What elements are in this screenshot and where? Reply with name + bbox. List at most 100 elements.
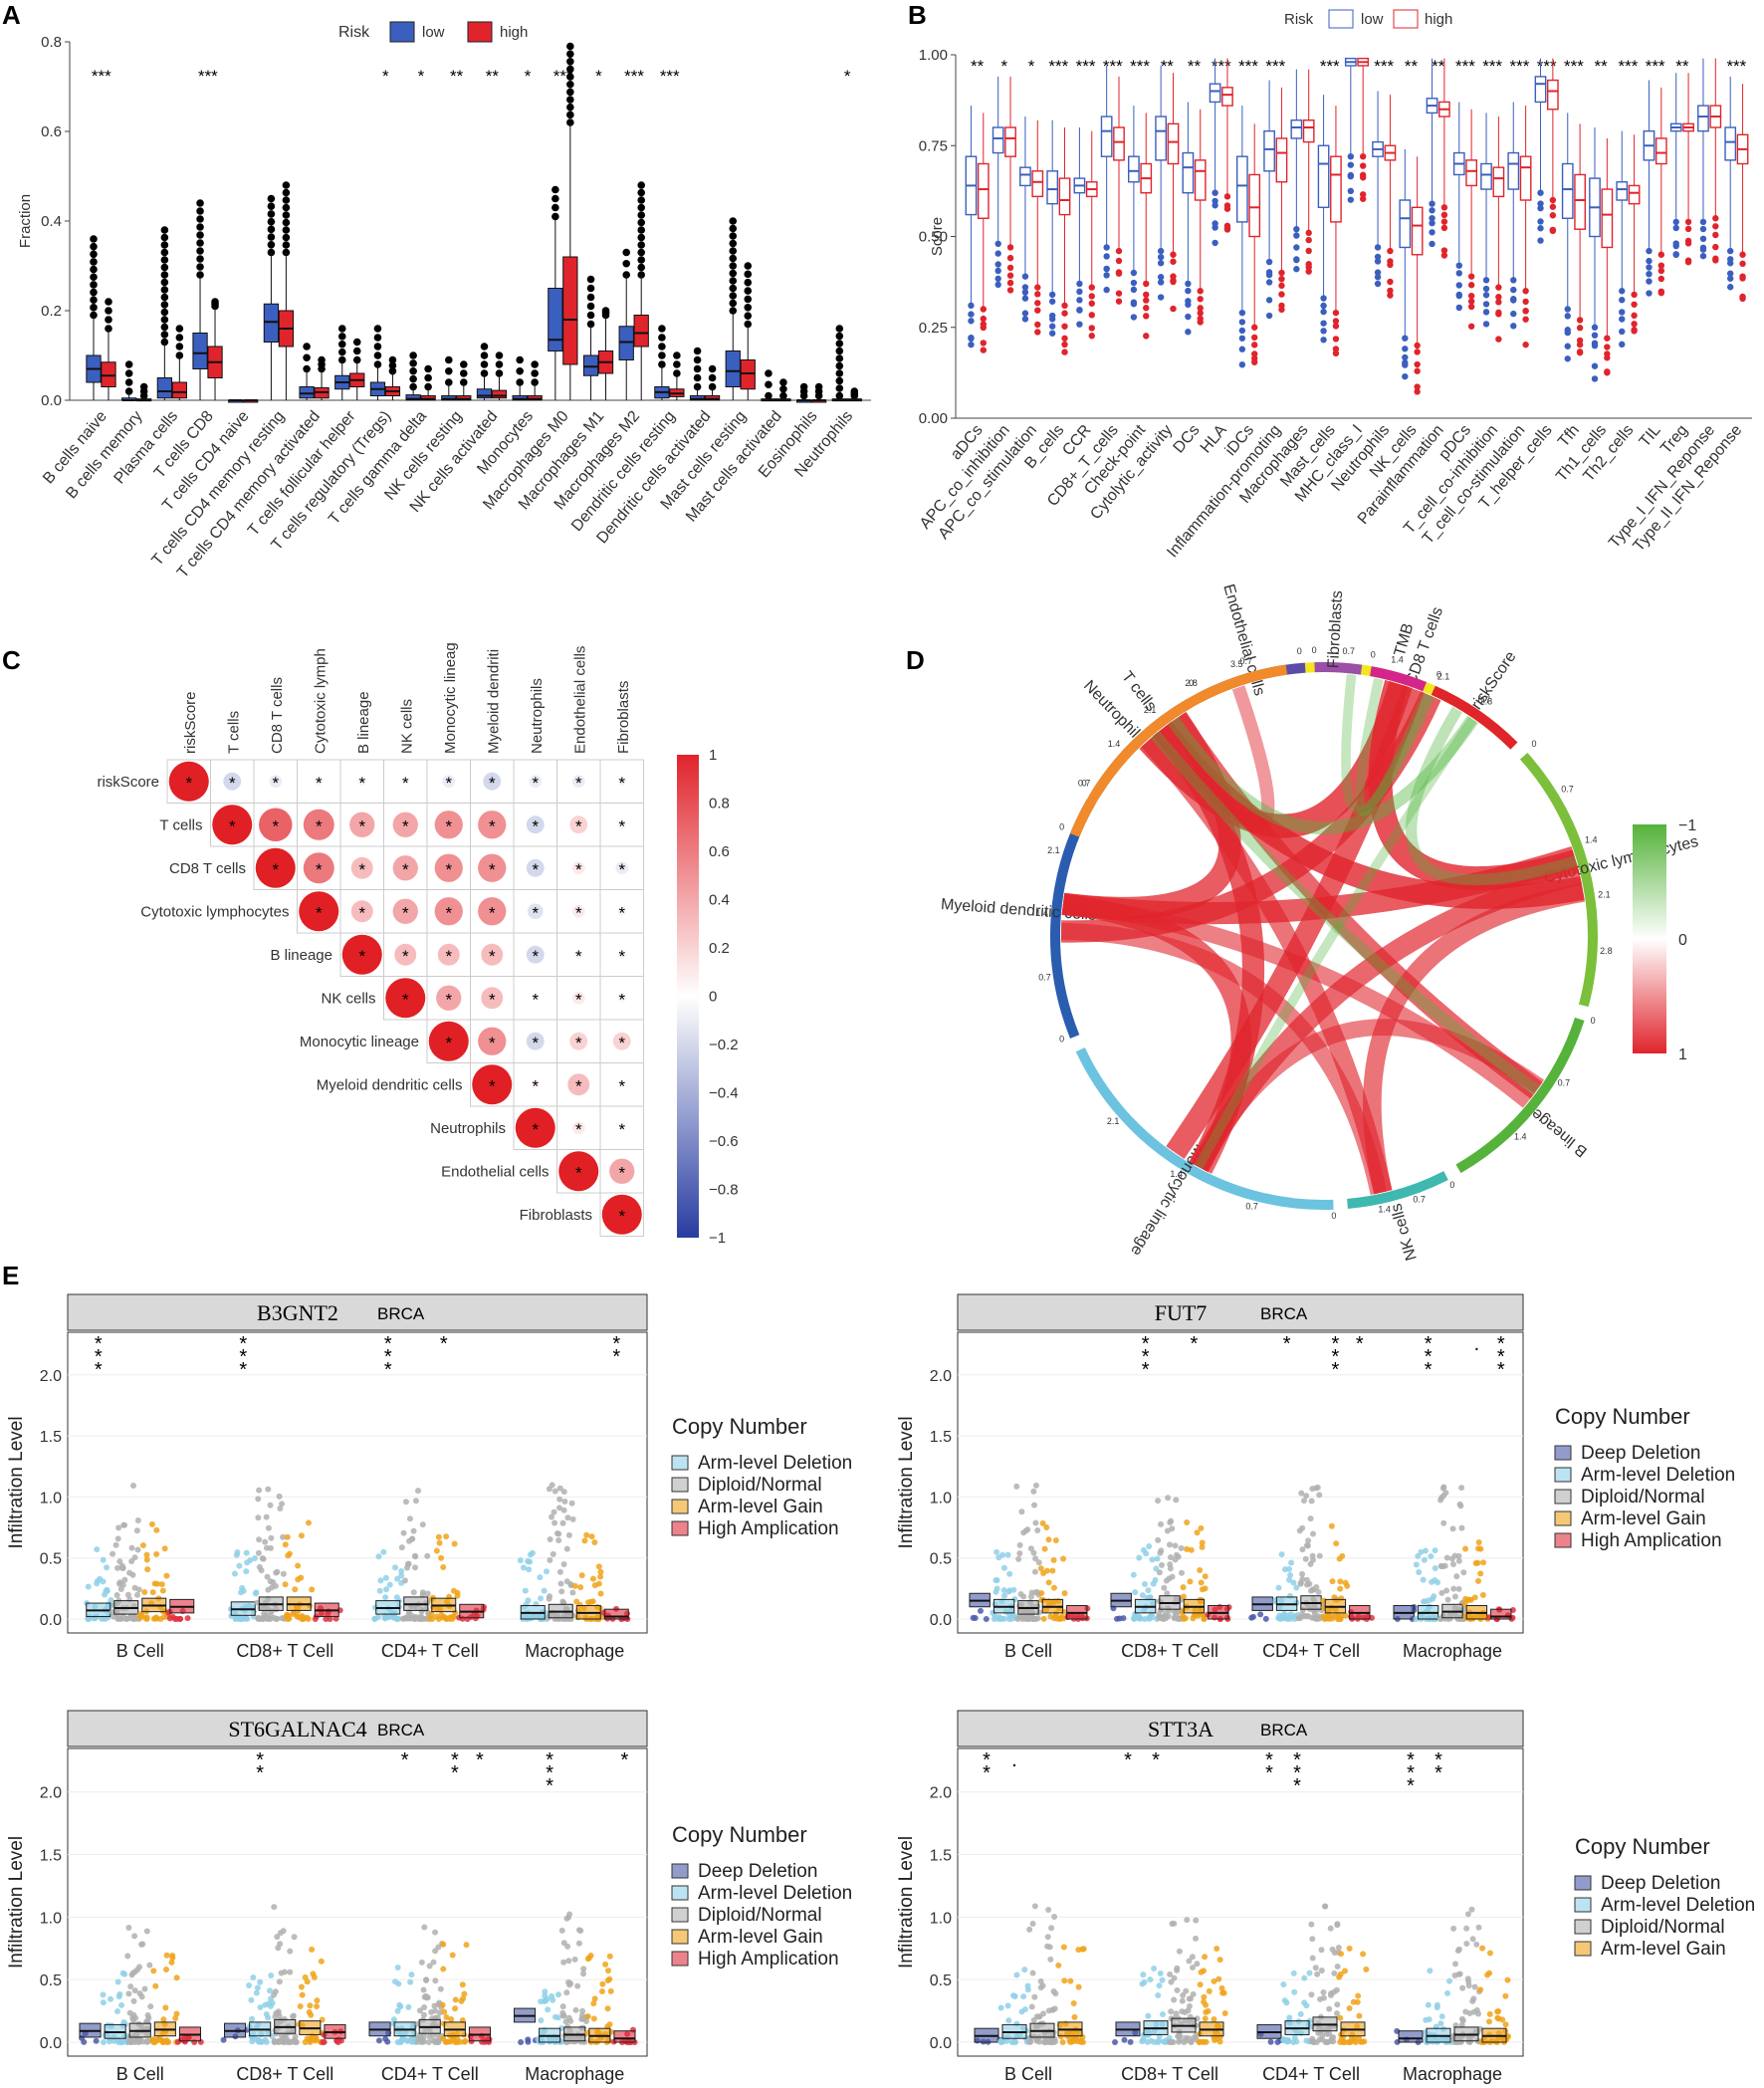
outlier-point [658, 325, 666, 333]
cancer-type: BRCA [1260, 1304, 1308, 1323]
data-point [547, 1593, 553, 1600]
outlier-point [1115, 290, 1123, 297]
legend-high-swatch [1393, 9, 1419, 29]
correlation-circle [168, 761, 209, 802]
correlation-circle [526, 815, 545, 834]
data-point [262, 2036, 269, 2043]
data-point [292, 2033, 299, 2040]
data-point [1049, 2006, 1056, 2013]
data-point [418, 1959, 425, 1966]
box-low [1616, 181, 1629, 201]
data-point [116, 1558, 123, 1565]
y-tick-label: 0.00 [919, 410, 948, 427]
x-tick-label: CD4+ T Cell [1262, 2064, 1360, 2084]
data-point [1212, 2036, 1218, 2043]
outlier-point [1591, 342, 1599, 349]
outlier-point [175, 325, 184, 333]
data-point [163, 1952, 170, 1959]
outlier-point [160, 301, 169, 309]
data-point [1356, 2012, 1363, 2019]
colorbar-tick-label: −0.2 [709, 1037, 739, 1053]
data-point [997, 2004, 1004, 2011]
outlier-point [105, 298, 112, 306]
outlier-point [196, 239, 204, 247]
significance-mark: * [546, 1762, 553, 1784]
data-point [250, 1973, 257, 1980]
significance-mark: * [612, 1333, 620, 1355]
data-point [1046, 2038, 1053, 2045]
outlier-point [1619, 328, 1626, 336]
data-point [1045, 1907, 1052, 1914]
data-point [983, 1615, 990, 1622]
outlier-point [708, 373, 717, 382]
chord-link [1150, 731, 1540, 1095]
outlier-point [551, 194, 559, 203]
outlier-point [1238, 346, 1246, 352]
outlier-point [1238, 319, 1246, 326]
data-point [139, 1541, 146, 1548]
outlier-point [1197, 296, 1204, 303]
outlier-point [282, 203, 291, 212]
data-point [568, 1500, 575, 1507]
data-point [376, 1587, 383, 1594]
y-axis-title: Infiltration Level [896, 1836, 917, 1969]
data-point [318, 1958, 325, 1965]
outlier-point [1048, 316, 1056, 323]
outlier-point [459, 369, 468, 377]
data-point [173, 2010, 180, 2017]
significance-mark: *** [1646, 57, 1665, 76]
data-point [577, 1584, 584, 1591]
outlier-point [282, 196, 291, 204]
box-high [1330, 155, 1342, 223]
data-point [1303, 2037, 1310, 2044]
sector-tick-label: 0.7 [1342, 646, 1355, 656]
data-point [255, 1514, 262, 1521]
strip-header [957, 1293, 1524, 1331]
data-point [1475, 1539, 1482, 1546]
outlier-point [373, 334, 382, 342]
outlier-point [196, 255, 204, 263]
outlier-point [282, 188, 291, 197]
sector-label: B lineage [1528, 1105, 1591, 1160]
outlier-point [1591, 324, 1599, 331]
outlier-point [835, 369, 844, 377]
data-point [1171, 1974, 1178, 1981]
data-point [1061, 1590, 1068, 1597]
data-point [1029, 1921, 1036, 1928]
significance-mark: * [1124, 1749, 1132, 1771]
outlier-point [566, 50, 574, 58]
outlier-point [637, 211, 646, 219]
data-point [1309, 2038, 1316, 2045]
data-point [1060, 1555, 1067, 1562]
data-point [588, 1533, 595, 1540]
chord-link [1194, 716, 1477, 1170]
data-point [1201, 1998, 1208, 2005]
correlation-circle [573, 950, 583, 960]
outlier-point [1387, 261, 1394, 269]
outlier-point [1712, 215, 1719, 222]
data-point [246, 1981, 253, 1988]
data-point [1159, 1976, 1166, 1983]
correlation-circle [478, 853, 507, 882]
outlier-point [814, 382, 823, 391]
data-point [1026, 1926, 1033, 1933]
data-point [1337, 1971, 1344, 1977]
colorbar-tick-label: −0.6 [709, 1133, 739, 1150]
significance-mark: * [95, 1333, 103, 1355]
data-point [1174, 1986, 1181, 1993]
outlier-point [744, 303, 753, 312]
outlier-point [303, 343, 311, 350]
outlier-point [1034, 321, 1041, 329]
outlier-point [1402, 353, 1409, 361]
outlier-point [1429, 229, 1435, 236]
significance-mark: *** [1455, 57, 1475, 76]
box-high [1546, 79, 1559, 111]
data-point [398, 1568, 405, 1575]
outlier-point [1727, 270, 1734, 277]
data-point [1342, 1968, 1349, 1974]
outlier-point [1185, 287, 1192, 295]
data-point [551, 1488, 558, 1495]
correlation-circle [569, 1032, 588, 1050]
data-point [1328, 1522, 1335, 1529]
